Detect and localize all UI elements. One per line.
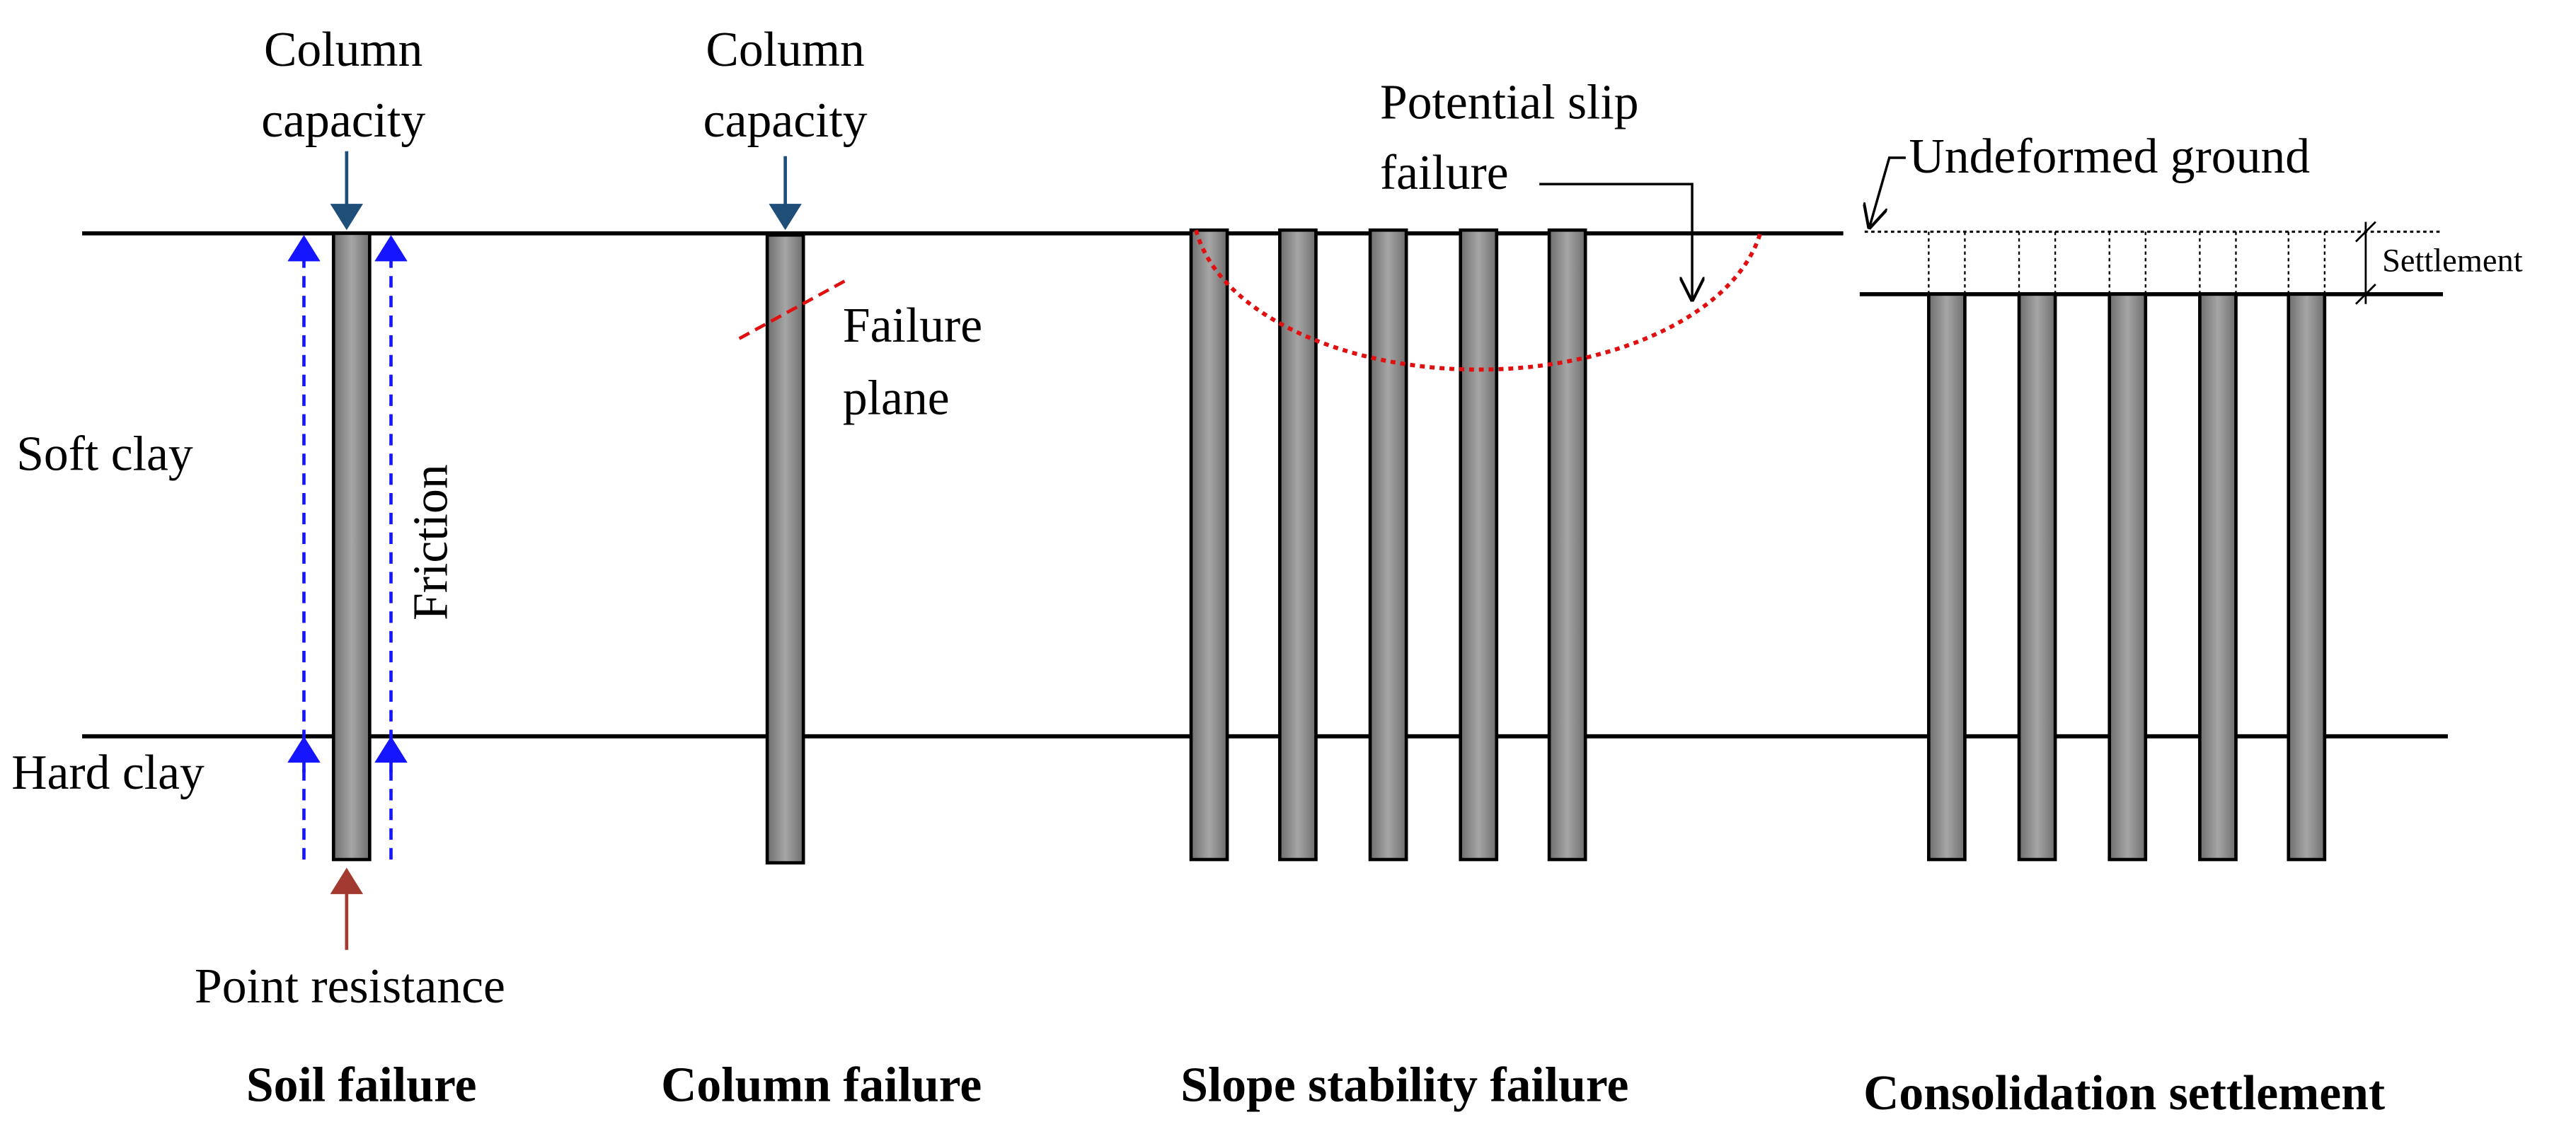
- layer-label: Soft clay: [16, 427, 193, 481]
- column: [331, 231, 372, 862]
- layer-label: Hard clay: [11, 746, 205, 800]
- column: [765, 233, 805, 864]
- load-label: capacity: [261, 93, 425, 148]
- column: [2198, 292, 2238, 862]
- friction-label: Friction: [403, 464, 458, 620]
- column: [2108, 292, 2148, 862]
- column: [1189, 228, 1229, 862]
- slip-surface: [1194, 229, 1764, 372]
- panel-title: Consolidation settlement: [1863, 1066, 2385, 1121]
- settlement-tick: [2354, 283, 2376, 305]
- settlement-tick: [2354, 221, 2376, 243]
- slip-label: failure: [1380, 146, 1509, 200]
- panel-title: Slope stability failure: [1180, 1058, 1628, 1113]
- plane-label: plane: [843, 371, 950, 425]
- panel-title: Soil failure: [246, 1058, 477, 1113]
- resistance-label: Point resistance: [195, 959, 505, 1014]
- columns: [331, 228, 2327, 864]
- column: [1368, 228, 1408, 862]
- slip-leader: [1539, 183, 1692, 299]
- panel-title: Column failure: [661, 1058, 982, 1113]
- settlement-label: Settlement: [2382, 243, 2523, 279]
- ground-label: Undeformed ground: [1909, 129, 2311, 184]
- column: [1459, 228, 1499, 862]
- load-label: Column: [706, 23, 864, 77]
- column: [2287, 292, 2327, 862]
- column: [2017, 292, 2057, 862]
- load-label: Column: [264, 23, 422, 77]
- plane-label: Failure: [843, 299, 982, 353]
- failure-plane: [738, 277, 849, 340]
- column: [1278, 228, 1318, 862]
- ground-leader: [1870, 156, 1906, 227]
- load-label: capacity: [703, 93, 868, 148]
- slip-label: Potential slip: [1380, 75, 1639, 129]
- column: [1547, 228, 1587, 862]
- column: [1927, 292, 1967, 862]
